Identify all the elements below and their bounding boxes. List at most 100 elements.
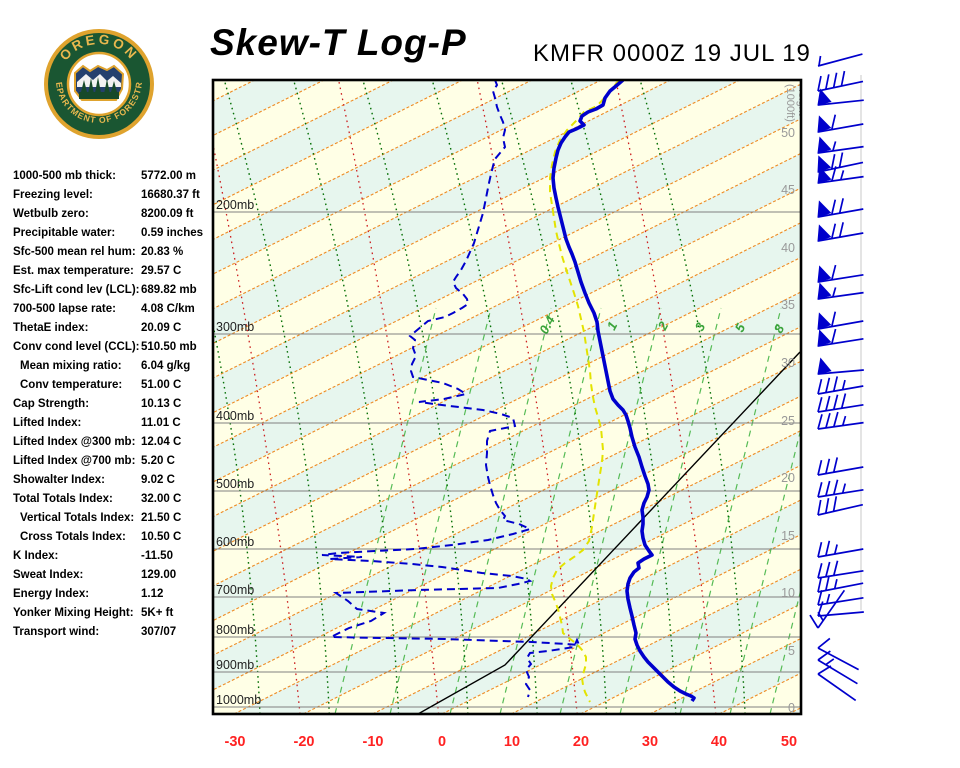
dry-adiabat-line <box>500 80 608 714</box>
isotherm-line <box>213 325 801 622</box>
index-value: 51.00 C <box>141 379 182 391</box>
chart-frame <box>211 78 803 716</box>
isotherm-line <box>580 603 801 714</box>
index-value: 29.57 C <box>141 265 182 277</box>
isotherm-line <box>927 80 960 714</box>
height-tick-label: 30 <box>781 356 795 370</box>
wind-barb <box>817 136 864 154</box>
isotherm-line <box>858 80 960 714</box>
wetbulb-trace <box>549 80 620 703</box>
temp-tick-label: 10 <box>504 734 520 750</box>
index-value: 12.04 C <box>141 436 182 448</box>
logo-mountains <box>77 74 121 87</box>
isotherm-line <box>213 80 533 241</box>
index-label: Vertical Totals Index: <box>20 512 135 524</box>
index-row: Vertical Totals Index: 21.50 C <box>13 510 213 529</box>
index-value: 16680.37 ft <box>141 189 200 201</box>
wind-barb <box>817 53 863 67</box>
index-value: 510.50 mb <box>141 341 197 353</box>
moist-adiabat-line <box>61 80 161 714</box>
index-value: 6.04 g/kg <box>141 360 191 372</box>
wind-barb <box>817 637 860 671</box>
mixing-ratio-line <box>729 426 801 714</box>
index-value: 5.20 C <box>141 455 175 467</box>
index-label: K Index: <box>13 550 59 562</box>
wind-barb <box>817 590 864 606</box>
wind-barb <box>809 589 846 629</box>
temp-band <box>213 153 801 483</box>
wind-barb <box>817 575 864 593</box>
temp-tick-label: 30 <box>642 734 658 750</box>
reference-line <box>417 351 801 714</box>
index-value: 8200.09 ft <box>141 208 194 220</box>
page-title: Skew-T Log-P <box>210 22 467 63</box>
index-value: 10.50 C <box>141 531 182 543</box>
pressure-label: 1000mb <box>216 693 261 707</box>
index-row: Est. max temperature: 29.57 C <box>13 263 213 282</box>
wind-barb <box>817 376 864 395</box>
index-label: Total Totals Index: <box>13 493 113 505</box>
logo-scene <box>74 64 125 101</box>
pressure-label: 700mb <box>216 583 254 597</box>
height-tick-label: 0 <box>788 701 795 715</box>
index-value: 1.12 <box>141 588 164 600</box>
index-label: Mean mixing ratio: <box>20 360 122 372</box>
mixing-ratio-line <box>769 586 801 714</box>
dry-adiabat-line <box>0 80 52 714</box>
wind-barb <box>817 650 858 685</box>
isotherm-line <box>372 499 801 714</box>
wind-barb <box>817 665 857 702</box>
index-row: Lifted Index @300 mb: 12.04 C <box>13 434 213 453</box>
temp-tick-label: 50 <box>781 734 797 750</box>
isotherm-line <box>213 118 801 414</box>
height-tick-label: 50 <box>781 126 795 140</box>
wind-barb <box>817 540 864 558</box>
isotherm-line <box>788 707 801 714</box>
wind-barb <box>817 311 864 330</box>
mixing-ratio-line <box>679 307 782 714</box>
index-value: 129.00 <box>141 569 177 581</box>
index-label: Lifted Index: <box>13 417 82 429</box>
odf-logo: OREGON DEPARTMENT OF FORESTRY <box>38 19 156 141</box>
wind-barb <box>817 166 864 184</box>
pressure-label: 800mb <box>216 623 254 637</box>
height-tick-label: 20 <box>781 471 795 485</box>
wind-barb <box>817 88 864 106</box>
isotherm-line <box>213 152 801 448</box>
temp-band <box>858 80 960 714</box>
height-axis-title: Height <box>796 84 808 116</box>
height-tick-label: 15 <box>781 529 795 543</box>
temp-band <box>213 222 801 552</box>
temp-band <box>213 188 801 517</box>
index-label: Energy Index: <box>13 588 90 600</box>
logo-trees <box>79 77 119 99</box>
isotherm-line <box>303 464 801 714</box>
index-value: 10.13 C <box>141 398 182 410</box>
temp-tick-label: 40 <box>711 734 727 750</box>
wind-barb <box>817 560 864 579</box>
temp-band <box>927 80 960 714</box>
moist-adiabat-line <box>213 141 301 714</box>
index-value: 11.01 C <box>141 417 181 429</box>
pressure-label: 600mb <box>216 535 254 549</box>
height-tick-label: 40 <box>781 241 795 255</box>
temp-tick-label: -20 <box>294 734 315 750</box>
mixing-ratio-line <box>559 307 662 714</box>
index-row: Wetbulb zero: 8200.09 ft <box>13 206 213 225</box>
wind-barb <box>817 222 864 242</box>
wind-barbs <box>809 53 864 702</box>
index-value: 20.83 % <box>141 246 184 258</box>
index-label: Lifted Index @300 mb: <box>13 436 136 448</box>
height-tick-label: 35 <box>781 298 795 312</box>
moist-adiabat-line <box>615 80 717 714</box>
index-row: Sweat Index: 129.00 <box>13 567 213 586</box>
wind-barb <box>817 152 864 173</box>
dry-adiabat-line <box>292 80 400 714</box>
wind-barb <box>817 282 864 300</box>
index-row: Precipitable water: 0.59 inches <box>13 225 213 244</box>
height-axis-title-units: (1000ft) <box>784 84 796 122</box>
index-row: Transport wind: 307/07 <box>13 624 213 643</box>
wind-barb <box>817 393 864 413</box>
index-row: Energy Index: 1.12 <box>13 586 213 605</box>
mixing-ratio-line <box>334 307 437 714</box>
